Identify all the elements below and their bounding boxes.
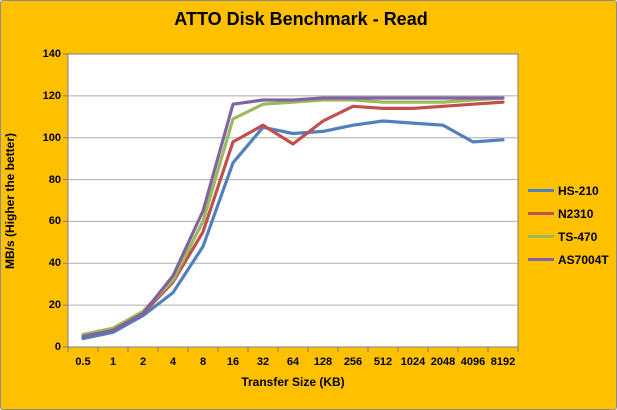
y-tick-label: 60 bbox=[48, 215, 61, 228]
x-tick-label: 64 bbox=[286, 356, 300, 368]
y-axis-title: MB/s (Higher the better) bbox=[3, 132, 17, 269]
legend-label: N2310 bbox=[558, 206, 594, 221]
legend-item: AS7004T bbox=[528, 248, 609, 271]
legend-label: HS-210 bbox=[558, 183, 599, 198]
legend-label: AS7004T bbox=[558, 252, 609, 267]
y-tick-label: 20 bbox=[48, 299, 61, 312]
x-tick-label: 8 bbox=[199, 356, 207, 368]
legend-item: HS-210 bbox=[528, 179, 609, 202]
x-tick-label: 8192 bbox=[490, 356, 516, 368]
legend-label: TS-470 bbox=[558, 229, 598, 244]
x-tick-label: 0.5 bbox=[75, 356, 91, 368]
x-tick-label: 4096 bbox=[460, 356, 486, 368]
legend-swatch-icon bbox=[528, 189, 554, 192]
y-tick-label: 40 bbox=[48, 257, 61, 270]
y-tick-label: 120 bbox=[42, 89, 61, 102]
x-tick-label: 1 bbox=[109, 356, 117, 368]
legend-swatch-icon bbox=[528, 258, 554, 261]
x-tick-label: 4 bbox=[169, 356, 177, 368]
y-tick-label: 0 bbox=[54, 341, 61, 353]
x-tick-label: 16 bbox=[226, 356, 240, 368]
x-tick-label: 128 bbox=[313, 356, 333, 368]
chart-title: ATTO Disk Benchmark - Read bbox=[174, 9, 428, 29]
x-tick-label: 1024 bbox=[400, 356, 426, 368]
legend-swatch-icon bbox=[528, 212, 554, 215]
y-tick-label: 80 bbox=[48, 173, 61, 186]
y-tick-label: 140 bbox=[42, 48, 61, 60]
legend-item: N2310 bbox=[528, 202, 609, 225]
series-line-as7004t bbox=[81, 96, 505, 339]
x-tick-label: 32 bbox=[256, 356, 270, 368]
legend-item: TS-470 bbox=[528, 225, 609, 248]
series-line-hs-210 bbox=[81, 119, 505, 341]
x-tick-label: 512 bbox=[373, 356, 393, 368]
x-axis-title: Transfer Size (KB) bbox=[241, 375, 345, 389]
x-tick-label: 2 bbox=[139, 356, 147, 368]
x-tick-label: 256 bbox=[343, 356, 363, 368]
legend-swatch-icon bbox=[528, 235, 554, 238]
legend: HS-210 N2310 TS-470 AS7004T bbox=[528, 179, 609, 271]
x-tick-label: 2048 bbox=[430, 356, 456, 368]
y-tick-label: 100 bbox=[42, 131, 61, 144]
